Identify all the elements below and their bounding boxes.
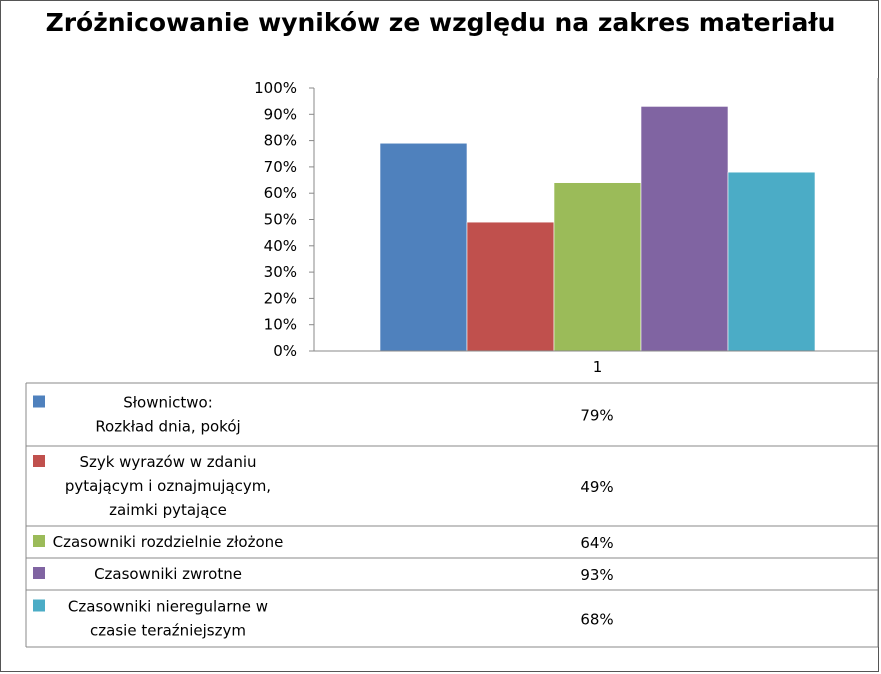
legend-key-4 [33,567,45,579]
y-tick-label: 40% [264,237,297,255]
legend-label: Rozkład dnia, pokój [95,418,240,436]
bar-5 [727,171,816,352]
category-label: 1 [593,358,603,376]
y-tick-label: 10% [264,316,297,334]
data-label-2: 49% [580,478,613,496]
y-tick-label: 90% [264,105,297,123]
legend-label: Czasowniki nieregularne w [68,598,268,616]
y-tick-label: 30% [264,263,297,281]
legend-key-1 [33,395,45,408]
data-label-4: 93% [580,566,613,584]
y-tick-label: 0% [273,342,297,360]
data-label-3: 64% [580,534,613,552]
legend-key-2 [33,455,45,467]
legend-label: Czasowniki zwrotne [94,565,242,583]
bar-3 [553,182,642,352]
y-tick-label: 100% [254,79,297,97]
data-label-5: 68% [580,611,613,629]
legend-key-5 [33,599,45,612]
legend-label: pytającym i oznajmującym, [65,477,271,495]
y-tick-label: 50% [264,211,297,229]
legend-label: zaimki pytające [109,501,227,519]
legend-label: Słownictwo: [123,394,213,412]
y-tick-label: 70% [264,158,297,176]
data-label-1: 79% [580,407,613,425]
bar-4 [640,106,729,352]
bar-2 [466,221,555,352]
legend-key-3 [33,535,45,547]
y-tick-label: 80% [264,132,297,150]
bar-1 [379,142,468,352]
y-tick-label: 20% [264,289,297,307]
chart-title: Zróżnicowanie wyników ze względu na zakr… [45,8,836,37]
legend-label: Czasowniki rozdzielnie złożone [53,533,284,551]
legend-label: czasie teraźniejszym [90,622,246,640]
legend-label: Szyk wyrazów w zdaniu [79,453,256,471]
y-tick-label: 60% [264,184,297,202]
